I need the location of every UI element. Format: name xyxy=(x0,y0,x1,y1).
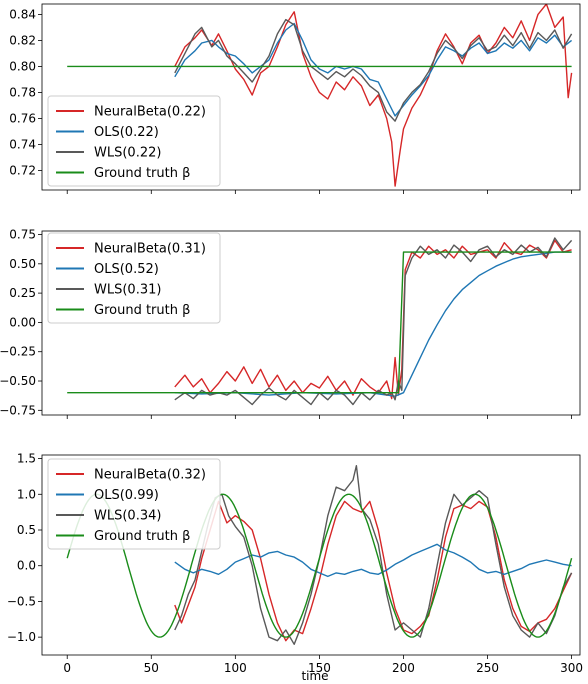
series-group xyxy=(67,237,573,406)
x-tick-label: 0 xyxy=(63,661,71,675)
y-tick-label: 0.80 xyxy=(9,59,36,73)
x-tick-label: 300 xyxy=(560,661,583,675)
series-line-neuralbeta xyxy=(174,239,572,400)
legend: NeuralBeta(0.31) OLS(0.52) WLS(0.31) Ground… xyxy=(47,232,221,324)
legend-label-wls: WLS(0.31) xyxy=(94,283,161,298)
series-line-neuralbeta xyxy=(174,500,573,642)
legend-label-ols: OLS(0.99) xyxy=(94,488,159,503)
y-tick-label: 0.72 xyxy=(9,163,36,177)
legend-box xyxy=(47,95,221,187)
series-line-ols xyxy=(174,22,573,117)
series-line-ols xyxy=(174,543,572,578)
y-tick-label: 0.84 xyxy=(9,7,36,21)
y-tick-label: 0.25 xyxy=(9,286,36,300)
y-tick-label: 0.5 xyxy=(17,523,36,537)
y-tick-label: 0.76 xyxy=(9,111,36,125)
subplot-middle: −0.75 −0.50 −0.25 0.00 0.25 0.50 0.75 NeuralBet… xyxy=(0,228,581,419)
y-tick-label: −0.25 xyxy=(0,345,36,359)
axes-frame xyxy=(41,3,581,191)
y-tick-label: 0.0 xyxy=(17,559,36,573)
legend-label-wls: WLS(0.22) xyxy=(94,146,161,161)
x-tick-label: 50 xyxy=(144,661,159,675)
x-tick-label: 100 xyxy=(224,661,247,675)
series-group xyxy=(67,4,573,187)
series-group xyxy=(66,465,573,645)
legend-box xyxy=(47,458,221,550)
x-tick-label: 200 xyxy=(392,661,415,675)
y-tick-label: −0.75 xyxy=(0,403,36,417)
series-line-wls xyxy=(174,18,573,122)
x-tick-label: 150 xyxy=(308,661,331,675)
y-tick-label: 0.82 xyxy=(9,33,36,47)
legend-label-ground_truth: Ground truth β xyxy=(94,166,190,181)
legend-box xyxy=(47,232,221,324)
legend-label-ground_truth: Ground truth β xyxy=(94,303,190,318)
y-tick-label: 0.00 xyxy=(9,315,36,329)
legend-label-neuralbeta: NeuralBeta(0.31) xyxy=(94,242,206,257)
legend: NeuralBeta(0.32) OLS(0.99) WLS(0.34) Ground… xyxy=(47,458,221,550)
series-line-ground_truth xyxy=(67,251,572,394)
y-tick-label: −0.5 xyxy=(7,594,36,608)
x-tick-label: 250 xyxy=(476,661,499,675)
y-tick-label: 0.75 xyxy=(9,228,36,242)
y-tick-label: 0.50 xyxy=(9,257,36,271)
series-line-neuralbeta xyxy=(174,4,573,187)
legend-label-neuralbeta: NeuralBeta(0.22) xyxy=(94,105,206,120)
y-tick-label: −0.50 xyxy=(0,374,36,388)
axes-frame xyxy=(41,454,581,656)
subplot-top: 0.72 0.74 0.76 0.78 0.80 0.82 0.84 NeuralBeta(0… xyxy=(9,3,581,194)
subplot-bottom: 0 50 100 150 200 250 300 −1.0 −0.5 0.0 0.5 1.0 1.5 Ne… xyxy=(7,452,583,675)
legend-label-ols: OLS(0.22) xyxy=(94,125,159,140)
y-tick-label: 1.5 xyxy=(17,452,36,466)
y-tick-label: 1.0 xyxy=(17,487,36,501)
series-line-wls xyxy=(174,465,573,645)
axes-frame xyxy=(41,230,581,416)
y-tick-label: 0.74 xyxy=(9,137,36,151)
x-axis-label: time xyxy=(301,669,328,683)
legend-label-ground_truth: Ground truth β xyxy=(94,529,190,544)
legend-label-ols: OLS(0.52) xyxy=(94,262,159,277)
series-line-ground_truth xyxy=(66,493,573,638)
y-tick-label: −1.0 xyxy=(7,630,36,644)
legend-label-neuralbeta: NeuralBeta(0.32) xyxy=(94,468,206,483)
y-tick-label: 0.78 xyxy=(9,85,36,99)
series-line-ols xyxy=(174,251,572,397)
legend-label-wls: WLS(0.34) xyxy=(94,509,161,524)
legend: NeuralBeta(0.22) OLS(0.22) WLS(0.22) Ground… xyxy=(47,95,221,187)
